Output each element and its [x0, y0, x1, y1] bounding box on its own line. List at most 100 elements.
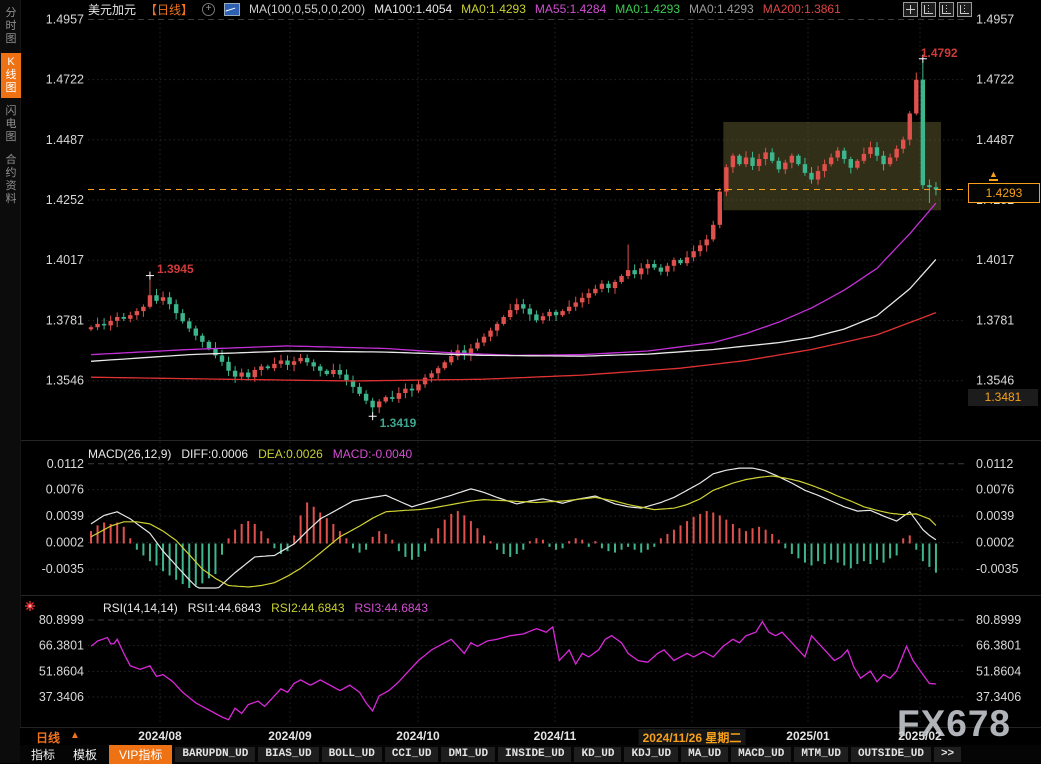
diff-line [90, 467, 937, 589]
toolbar-tab[interactable]: BOLL_UD [321, 746, 382, 762]
axis-tick-label: 51.8604 [976, 664, 1021, 678]
axis-tick-label: 37.3406 [976, 690, 1021, 704]
toolbar-tab[interactable]: MA_UD [681, 746, 729, 762]
ma-value: MA200:1.3861 [762, 2, 841, 16]
add-indicator-icon[interactable]: + [202, 2, 216, 16]
low-price-badge: 1.3481 [968, 389, 1038, 406]
axis-tick-label: 0.0076 [46, 483, 84, 497]
macd-value: MACD:-0.0040 [332, 447, 413, 461]
sidebar: 分时图 K线图闪电图合约资料 [0, 0, 21, 763]
timeframe-arrow-icon[interactable]: ▲ [70, 730, 80, 741]
axis-tick-label: 1.4957 [46, 13, 84, 27]
price-annotation: 1.3419 [379, 416, 417, 431]
current-price-badge: 1.4293 [968, 183, 1040, 203]
rsi-header: RSI(14,14,14) RSI1:44.6843 RSI2:44.6843 RSI… [103, 601, 428, 615]
axis-tick-label: -0.0035 [976, 562, 1018, 576]
macd-value: MACD(26,12,9) [88, 447, 172, 461]
axis-tick-label: 80.8999 [976, 613, 1021, 627]
axis-tick-label: 0.0076 [976, 483, 1014, 497]
toolbar-tab[interactable]: KDJ_UD [624, 746, 679, 762]
pane-shift-icon[interactable] [957, 2, 972, 17]
period-label: 【日线】 [145, 2, 194, 17]
axis-tick-label: 1.4017 [46, 253, 84, 267]
time-axis: 日线 ▲ 2024/08 2024/09 2024/10 2024/11 2024/11… [20, 727, 1041, 746]
toolbar-tab[interactable]: VIP指标 [109, 744, 173, 764]
chart-type-icon[interactable] [224, 2, 241, 16]
timeframe-label[interactable]: 日线 [36, 731, 61, 745]
layout-icons [903, 2, 972, 17]
axis-tick-label: 80.8999 [39, 613, 84, 627]
axis-tick-label: 1.3546 [976, 374, 1014, 388]
sidebar-tab-active[interactable]: K线图 [1, 53, 21, 98]
axis-tick-label: 1.4487 [976, 133, 1014, 147]
rsi-value: RSI3:44.6843 [354, 601, 428, 615]
date-label: 2024/09 [268, 729, 312, 743]
date-label: 2024/08 [138, 729, 182, 743]
date-label: 2024/11 [533, 729, 577, 743]
ma-line-MA55 [90, 202, 937, 357]
crosshair-icon[interactable] [903, 2, 918, 17]
rsi-line [90, 620, 936, 721]
axis-tick-label: 0.0112 [976, 457, 1013, 471]
range-box [723, 121, 941, 211]
axis-tick-label: 1.4252 [46, 193, 84, 207]
axis-tick-label: 66.3801 [976, 639, 1021, 653]
pane-layout-icon[interactable] [921, 2, 936, 17]
toolbar-tab[interactable]: 指标 [31, 747, 56, 762]
toolbar-tab[interactable]: BIAS_UD [258, 746, 319, 762]
sidebar-tab-item[interactable]: 合约资料 [5, 154, 17, 205]
toolbar-tab[interactable]: OUTSIDE_UD [850, 746, 931, 762]
axis-tick-label: 1.3781 [976, 314, 1014, 328]
macd-value: DEA:0.0026 [258, 447, 323, 461]
toolbar-more-button[interactable]: >> [933, 746, 962, 762]
axis-tick-label: 1.4017 [976, 253, 1014, 267]
toolbar-tab[interactable]: BARUPDN_UD [175, 746, 256, 762]
axis-tick-label: 1.3781 [46, 314, 84, 328]
toolbar-tab[interactable]: CCI_UD [384, 746, 439, 762]
toolbar-tab[interactable]: KD_UD [574, 746, 622, 762]
axis-tick-label: -0.0035 [42, 562, 84, 576]
ma-value: MA55:1.4284 [534, 2, 607, 16]
axis-tick-label: 66.3801 [39, 639, 84, 653]
date-label: 2025/01 [786, 729, 830, 743]
axis-tick-label: 1.4722 [976, 73, 1014, 87]
axis-tick-label: 1.4722 [46, 73, 84, 87]
price-annotation: 1.4792 [920, 45, 958, 60]
ma-value: MA0:1.4293 [461, 2, 526, 16]
axis-tick-label: 37.3406 [39, 690, 84, 704]
selected-date-label: 2024/11/26 星期二 [638, 729, 746, 746]
pane-scale-icon[interactable] [939, 2, 954, 17]
axis-tick-label: 0.0112 [47, 457, 84, 471]
axis-tick-label: 0.0039 [46, 509, 84, 523]
axis-tick-label: 0.0002 [46, 536, 84, 550]
rsi-value: RSI1:44.6843 [187, 601, 262, 615]
toolbar-tab[interactable]: MTM_UD [794, 746, 848, 762]
chart-header: 美元加元 【日线】 + MA(100,0,55,0,0,200) MA100:1… [88, 2, 841, 17]
toolbar-tab[interactable]: INSIDE_UD [498, 746, 572, 762]
macd-value: DIFF:0.0006 [181, 447, 249, 461]
axis-tick-label: 0.0039 [976, 509, 1014, 523]
toolbar-tab[interactable]: 模板 [73, 747, 98, 762]
rsi-value: RSI2:44.6843 [271, 601, 345, 615]
symbol-name: 美元加元 [88, 2, 137, 17]
ma-formula: MA(100,0,55,0,0,200) [249, 2, 366, 16]
price-annotation: 1.3945 [156, 261, 194, 276]
axis-tick-label: 0.0002 [976, 536, 1014, 550]
price-arrow-icon: ▲ [989, 169, 998, 181]
axis-tick-label: 1.3546 [46, 374, 84, 388]
date-label: 2025/02 [898, 729, 942, 743]
ma-line-MA200 [90, 311, 937, 382]
ma-line-MA100 [90, 258, 937, 362]
toolbar-tab[interactable]: MACD_UD [731, 746, 792, 762]
axis-tick-label: 51.8604 [39, 664, 84, 678]
ma-value: MA0:1.4293 [615, 2, 680, 16]
macd-header: MACD(26,12,9) DIFF:0.0006 DEA:0.0026 MACD:-… [88, 447, 412, 461]
axis-tick-label: 1.4487 [46, 133, 84, 147]
ma-value: MA100:1.4054 [374, 2, 453, 16]
axis-tick-label: 1.4957 [976, 13, 1014, 27]
sidebar-tab-item[interactable]: 分时图 [5, 7, 17, 45]
dea-line [90, 475, 937, 588]
toolbar-tab[interactable]: DMI_UD [441, 746, 496, 762]
sidebar-tab-item[interactable]: 闪电图 [5, 105, 17, 143]
